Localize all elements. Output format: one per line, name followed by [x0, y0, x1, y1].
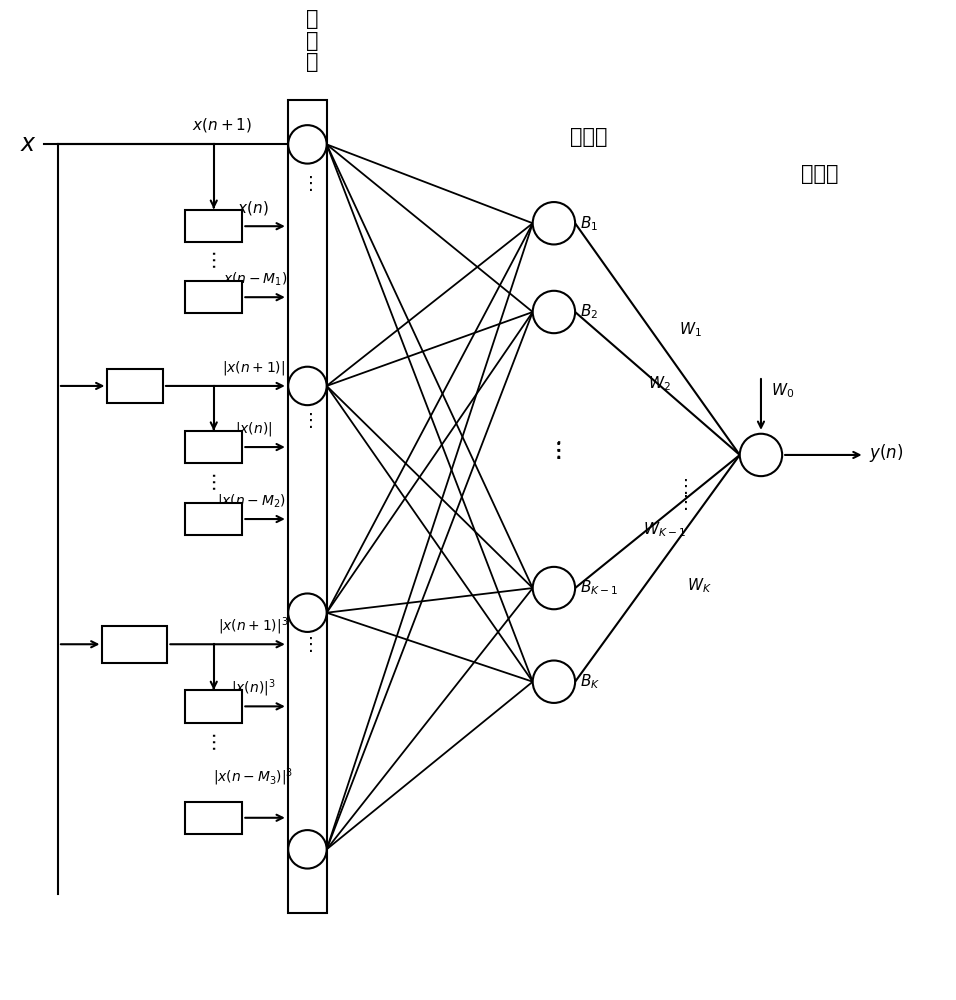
Text: 输出层: 输出层: [801, 164, 838, 184]
Text: 输
入
层: 输 入 层: [306, 9, 318, 72]
Bar: [288, 100, 327, 913]
Text: $B_{2}$: $B_{2}$: [580, 303, 598, 321]
Text: $W_{K-1}$: $W_{K-1}$: [642, 520, 685, 539]
Circle shape: [740, 434, 782, 476]
Text: $\vdots$: $\vdots$: [548, 440, 560, 460]
Circle shape: [288, 593, 327, 632]
Text: $|x(n)|^{3}$: $|x(n)|^{3}$: [230, 678, 275, 699]
Text: $Z^{-1}$: $Z^{-1}$: [200, 808, 228, 827]
Text: $|x(n-M_{2})|$: $|x(n-M_{2})|$: [217, 492, 290, 510]
Text: $x(n-M_{1})$: $x(n-M_{1})$: [223, 271, 288, 288]
Text: 隐含层: 隐含层: [570, 127, 607, 147]
Bar: [185, 503, 243, 535]
Text: $\vdots$: $\vdots$: [547, 439, 561, 461]
Text: $|x(n-M_{3})|^{3}$: $|x(n-M_{3})|^{3}$: [213, 767, 293, 788]
Text: $\vdots$: $\vdots$: [301, 635, 314, 654]
Bar: [185, 210, 243, 242]
Circle shape: [288, 125, 327, 164]
Text: $x(n)$: $x(n)$: [237, 199, 269, 217]
Text: $\vdots$: $\vdots$: [301, 174, 314, 193]
Text: $W_{2}$: $W_{2}$: [647, 374, 670, 393]
Text: $Z^{-1}$: $Z^{-1}$: [200, 288, 228, 307]
Text: ...: ...: [48, 323, 60, 335]
Text: $\cdots$: $\cdots$: [205, 733, 224, 752]
Text: $B_{K}$: $B_{K}$: [580, 672, 600, 691]
Bar: [185, 690, 243, 723]
Text: $W_{K}$: $W_{K}$: [687, 577, 712, 595]
Bar: [185, 281, 243, 313]
Bar: [102, 626, 167, 663]
Text: $|x|$: $|x|$: [125, 376, 144, 396]
Text: $|x(n+1)|$: $|x(n+1)|$: [222, 359, 285, 377]
Text: $y(n)$: $y(n)$: [869, 442, 903, 464]
Text: $B_{K-1}$: $B_{K-1}$: [580, 579, 619, 597]
Text: ...: ...: [48, 555, 60, 567]
Text: $|x(n)|$: $|x(n)|$: [234, 420, 272, 438]
Text: $B_{1}$: $B_{1}$: [580, 214, 598, 233]
Text: $\vdots$: $\vdots$: [676, 477, 688, 496]
Bar: [185, 802, 243, 834]
Text: $W_{0}$: $W_{0}$: [771, 382, 794, 400]
Text: $x$: $x$: [20, 132, 36, 156]
Text: $Z^{-1}$: $Z^{-1}$: [200, 438, 228, 456]
Text: $Z^{-1}$: $Z^{-1}$: [200, 697, 228, 716]
Text: $\cdots$: $\cdots$: [205, 473, 224, 492]
Circle shape: [532, 661, 576, 703]
Text: $Z^{-1}$: $Z^{-1}$: [200, 217, 228, 236]
Circle shape: [288, 367, 327, 405]
Circle shape: [288, 830, 327, 869]
Text: $Z^{-1}$: $Z^{-1}$: [200, 510, 228, 528]
Circle shape: [532, 567, 576, 609]
Circle shape: [532, 291, 576, 333]
Text: $x(n+1)$: $x(n+1)$: [191, 116, 251, 134]
Text: $|x(n+1)|^{3}$: $|x(n+1)|^{3}$: [218, 616, 289, 637]
Bar: [185, 431, 243, 463]
Text: $|x|^{3}$: $|x|^{3}$: [121, 633, 148, 656]
Text: $\vdots$: $\vdots$: [676, 493, 688, 512]
Text: $\vdots$: $\vdots$: [547, 440, 560, 461]
Text: $\vdots$: $\vdots$: [301, 411, 314, 430]
Text: $\cdots$: $\cdots$: [205, 251, 224, 270]
Circle shape: [532, 202, 576, 244]
Text: $W_{1}$: $W_{1}$: [679, 320, 702, 339]
Bar: [107, 369, 163, 403]
